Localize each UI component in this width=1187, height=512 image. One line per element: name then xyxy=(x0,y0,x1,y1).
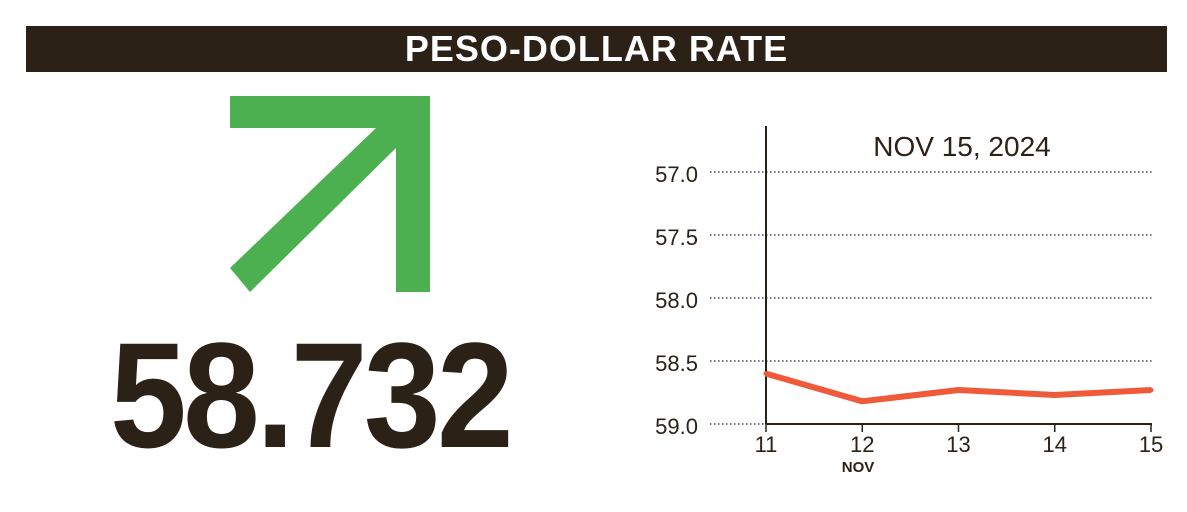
x-tick-label: 11 xyxy=(755,432,778,457)
x-axis-label: NOV xyxy=(842,459,875,476)
series-line xyxy=(765,370,1152,405)
x-tick-label: 15 xyxy=(1139,432,1163,457)
rate-value: 58.732 xyxy=(110,311,514,479)
y-tick-label: 57.5 xyxy=(655,225,698,250)
y-tick-label: 58.0 xyxy=(655,288,698,313)
title-banner: PESO-DOLLAR RATE xyxy=(26,26,1167,72)
x-tick-label: 13 xyxy=(946,432,970,457)
data-point xyxy=(859,398,865,404)
data-point xyxy=(956,387,961,393)
arrow-shape xyxy=(230,96,430,292)
y-tick-label: 59.0 xyxy=(655,414,698,439)
data-point xyxy=(1148,387,1154,393)
x-tick-label: 12 xyxy=(850,432,874,457)
rate-line-chart: 57.0 57.5 58.0 58.5 59.0 11 12 13 14 15 NOV 15, 20… xyxy=(655,126,1163,476)
page-title: PESO-DOLLAR RATE xyxy=(404,28,789,69)
data-point xyxy=(1052,392,1058,398)
chart-title: NOV 15, 2024 xyxy=(873,131,1050,162)
x-tick-label: 14 xyxy=(1043,432,1067,457)
y-tick-label: 57.0 xyxy=(655,162,698,187)
y-tick-label: 58.5 xyxy=(655,351,698,376)
up-right-arrow-icon xyxy=(230,96,430,292)
data-point xyxy=(763,371,769,377)
